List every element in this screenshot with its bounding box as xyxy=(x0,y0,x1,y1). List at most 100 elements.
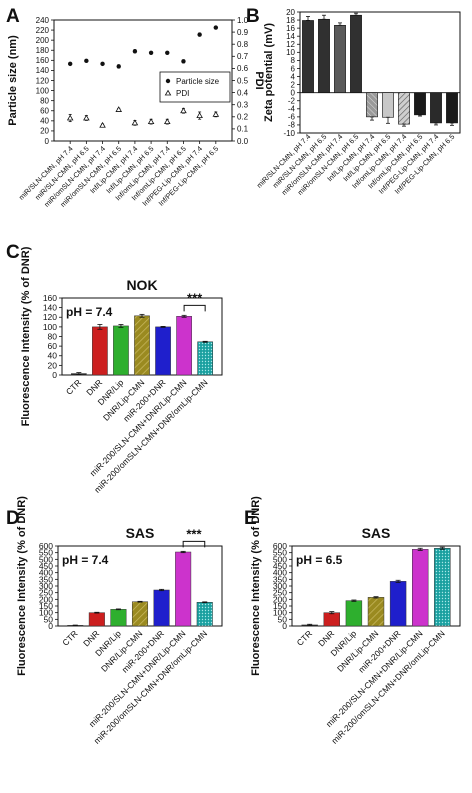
ph-annotation: pH = 6.5 xyxy=(296,553,343,567)
y-tick-label: -6 xyxy=(288,113,296,122)
panel-letter-d: D xyxy=(6,508,20,529)
y-tick-label: 100 xyxy=(39,608,53,618)
particle-size-point xyxy=(84,58,89,64)
significance-bracket xyxy=(182,540,206,548)
y-tick-label: 180 xyxy=(36,46,50,55)
pdi-point xyxy=(99,121,106,128)
panel-letter-a: A xyxy=(6,6,20,27)
y-tick-label: 50 xyxy=(44,614,54,624)
y-tick-label: 14 xyxy=(286,32,295,41)
y-tick-label: 50 xyxy=(278,614,288,624)
fluorescence-bar xyxy=(345,600,363,627)
pdi-point xyxy=(66,114,74,121)
y-tick-label: 150 xyxy=(39,601,53,611)
y-axis-title: Fluorescence Intensity (% of DNR) xyxy=(16,496,28,676)
fluorescence-bar xyxy=(92,326,108,376)
zeta-bar xyxy=(430,92,442,124)
y-tick-label: 300 xyxy=(39,581,53,591)
x-tick-label: CTR xyxy=(60,628,79,647)
ph-annotation: pH = 7.4 xyxy=(66,305,113,319)
y-tick-label: 16 xyxy=(286,24,295,33)
y-tick-label: 0.7 xyxy=(237,52,249,61)
fluorescence-bar xyxy=(389,581,407,627)
y-tick-label: 0.4 xyxy=(237,88,249,97)
y-axis-title: Fluorescence Intensity (% of DNR) xyxy=(250,496,262,676)
y-tick-label: 0.0 xyxy=(237,137,249,146)
fluorescence-bar xyxy=(323,612,340,627)
fluorescence-bar xyxy=(176,316,192,376)
y-tick-label: 140 xyxy=(43,303,57,313)
y-tick-label: -2 xyxy=(288,97,296,106)
legend-marker-particle-size xyxy=(165,78,171,84)
zeta-bar xyxy=(350,14,362,93)
fluorescence-bar xyxy=(134,315,150,376)
particle-size-point xyxy=(213,25,219,30)
y-tick-label: 4 xyxy=(291,72,296,81)
y-tick-label: 150 xyxy=(273,601,287,611)
y-tick-label: 450 xyxy=(39,561,53,571)
particle-size-point xyxy=(181,59,186,64)
y-tick-label: 8 xyxy=(291,56,296,65)
y-tick-label: 20 xyxy=(40,127,49,136)
y-tick-label: 160 xyxy=(43,293,57,303)
zeta-bar xyxy=(398,92,410,125)
panel-letter-e: E xyxy=(244,508,257,529)
y-tick-label: 160 xyxy=(36,56,50,65)
y-tick-label: 120 xyxy=(36,76,50,85)
y-tick-label: 0 xyxy=(52,370,57,380)
y-tick-label: 0.2 xyxy=(237,113,249,122)
y-tick-label: 250 xyxy=(39,588,53,598)
particle-size-point xyxy=(132,49,138,54)
fluorescence-bar xyxy=(434,548,451,627)
fluorescence-bar xyxy=(412,549,429,627)
y-tick-label: 240 xyxy=(36,16,50,25)
fluorescence-bar xyxy=(113,325,129,376)
y-tick-label: 0 xyxy=(291,88,296,97)
y-tick-label: 100 xyxy=(36,86,50,95)
y-tick-label: 20 xyxy=(48,360,58,370)
chart-title: NOK xyxy=(126,277,157,293)
fluorescence-bar xyxy=(367,597,385,627)
fluorescence-bar xyxy=(88,612,105,627)
pdi-point xyxy=(147,118,155,125)
pdi-point xyxy=(131,119,139,126)
y-tick-label: 550 xyxy=(39,548,53,558)
fluorescence-bar xyxy=(197,341,213,376)
fluorescence-bar xyxy=(153,589,170,627)
y-tick-label: -8 xyxy=(288,121,296,130)
y-tick-label: -10 xyxy=(283,129,295,138)
y-tick-label: 0.9 xyxy=(237,28,249,37)
y-tick-label: 250 xyxy=(273,588,287,598)
pdi-point xyxy=(83,114,90,121)
y-tick-label: 120 xyxy=(43,312,57,322)
fluorescence-bar xyxy=(155,326,171,376)
y-tick-label: 0.8 xyxy=(237,40,249,49)
zeta-bar xyxy=(366,92,378,118)
y-axis-title: Zeta potential (mV) xyxy=(263,23,275,122)
y-tick-label: 12 xyxy=(286,40,295,49)
y-tick-label: 10 xyxy=(286,48,295,57)
y-tick-label: 20 xyxy=(286,8,295,17)
zeta-bar xyxy=(414,92,426,116)
zeta-bar xyxy=(318,18,330,93)
y-tick-label: 80 xyxy=(48,331,58,341)
y-tick-label: 0.1 xyxy=(237,125,249,134)
particle-size-point xyxy=(165,50,170,55)
y-tick-label: 60 xyxy=(40,107,49,116)
pdi-point xyxy=(212,110,220,117)
y-tick-label: 220 xyxy=(36,26,50,35)
y-tick-label: 400 xyxy=(39,568,53,578)
y-axis-title: PDI xyxy=(253,71,265,89)
fluorescence-bar xyxy=(131,601,149,627)
y-axis-title: Fluorescence Intensity (% of DNR) xyxy=(20,246,32,426)
pdi-point xyxy=(115,106,123,112)
legend-marker-pdi xyxy=(164,89,172,96)
pdi-point xyxy=(196,112,203,118)
y-tick-label: 140 xyxy=(36,66,50,75)
x-tick-label: CTR xyxy=(64,377,83,396)
particle-size-point xyxy=(67,61,73,67)
panel-letter-b: B xyxy=(246,6,260,27)
